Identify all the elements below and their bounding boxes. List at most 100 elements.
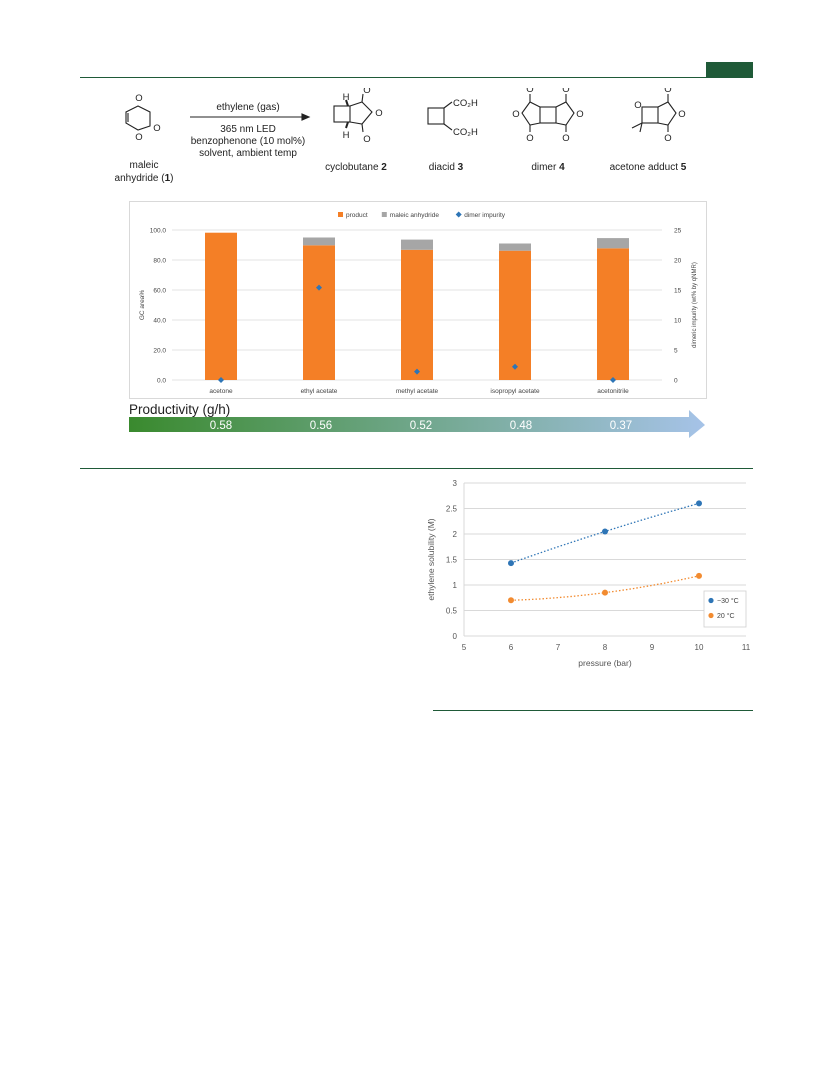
y2-tick-label: 0 bbox=[674, 378, 678, 385]
y2-tick-label: 15 bbox=[674, 288, 682, 295]
x-tick-label: 11 bbox=[742, 643, 751, 652]
acetone-adduct-structure bbox=[631, 94, 677, 133]
x-tick-label: isopropyl acetate bbox=[490, 388, 540, 395]
data-point bbox=[508, 597, 514, 604]
bar-product bbox=[303, 245, 335, 380]
atom-label: O bbox=[512, 109, 519, 120]
data-point bbox=[602, 589, 608, 596]
co2h-top: CO₂H bbox=[453, 98, 478, 109]
y2-tick-label: 20 bbox=[674, 258, 682, 265]
atom-label: O bbox=[678, 109, 685, 120]
x-tick-label: 9 bbox=[650, 643, 655, 652]
legend-box bbox=[703, 590, 747, 628]
figure-bottom-rule bbox=[433, 710, 753, 711]
marker-dimer-impurity bbox=[512, 363, 518, 370]
x-tick-label: 6 bbox=[509, 643, 514, 652]
legend-swatch bbox=[338, 212, 343, 217]
atom-label: O bbox=[664, 133, 671, 144]
section-rule bbox=[80, 468, 753, 469]
y2-tick-label: 5 bbox=[674, 348, 678, 355]
x-axis-title: pressure (bar) bbox=[578, 658, 632, 668]
legend-swatch bbox=[381, 212, 387, 217]
y-tick-label: 80.0 bbox=[153, 258, 166, 265]
atom-label: O bbox=[135, 93, 142, 104]
legend-marker bbox=[708, 612, 714, 619]
x-tick-label: 10 bbox=[695, 643, 704, 652]
atom-label: O bbox=[634, 100, 641, 111]
data-point bbox=[696, 500, 702, 507]
y-tick-label: 40.0 bbox=[153, 318, 166, 325]
diacid-structure bbox=[427, 101, 453, 131]
y-tick-label: 1.5 bbox=[446, 556, 458, 565]
condition-2: benzophenone (10 mol%) bbox=[191, 136, 306, 147]
atom-label: O bbox=[135, 132, 142, 143]
x-tick-label: methyl acetate bbox=[396, 388, 439, 395]
productivity-value: 0.56 bbox=[310, 420, 332, 432]
y-tick-label: 0.5 bbox=[446, 607, 458, 616]
y-tick-label: 0 bbox=[453, 632, 458, 641]
atom-label: O bbox=[576, 109, 583, 120]
reagent-label: ethylene (gas) bbox=[216, 102, 279, 113]
y2-axis-title: dimeric impurity (wt% by qNMR) bbox=[692, 262, 698, 348]
y-axis-title: GC area% bbox=[139, 290, 146, 321]
legend-marker bbox=[708, 597, 714, 604]
productivity-title: Productivity (g/h) bbox=[129, 402, 231, 417]
y2-tick-label: 25 bbox=[674, 228, 682, 235]
legend-label: maleic anhydride bbox=[390, 212, 440, 219]
cyclobutane-structure bbox=[333, 93, 373, 133]
y-tick-label: 2.5 bbox=[446, 505, 458, 514]
condition-3: solvent, ambient temp bbox=[199, 148, 297, 159]
header-tab bbox=[706, 62, 753, 77]
x-tick-label: acetonitrile bbox=[597, 388, 629, 395]
y-axis-title: ethylene solubility (M) bbox=[426, 518, 436, 600]
productivity-value: 0.58 bbox=[210, 420, 232, 432]
solvent-screen-chart-svg: 0.0 20.0 40.0 60.0 80.0 100.0 0 5 10 15 20 25 GC are… bbox=[139, 211, 698, 395]
marker-dimer-impurity bbox=[316, 284, 322, 291]
marker-dimer-impurity bbox=[218, 377, 224, 383]
productivity-value: 0.48 bbox=[510, 420, 532, 432]
data-point bbox=[696, 572, 702, 579]
bar-maleic-anhydride bbox=[401, 239, 433, 250]
atom-label: O bbox=[526, 133, 533, 144]
data-point bbox=[602, 528, 608, 535]
atom-label: O bbox=[363, 88, 370, 96]
legend-label: product bbox=[346, 212, 368, 219]
y-tick-label: 2 bbox=[453, 530, 458, 539]
product2-label: cyclobutane 2 bbox=[325, 162, 387, 173]
atom-label: O bbox=[363, 134, 370, 145]
bar-maleic-anhydride bbox=[303, 237, 335, 246]
sm-label-line1: maleic bbox=[130, 160, 159, 171]
productivity-value: 0.37 bbox=[610, 420, 632, 432]
trendline bbox=[510, 575, 700, 601]
solvent-screen-chart: 0.0 20.0 40.0 60.0 80.0 100.0 0 5 10 15 20 25 GC are… bbox=[129, 201, 707, 399]
bar-product bbox=[499, 250, 531, 380]
productivity-arrow-shape bbox=[129, 410, 705, 438]
atom-label: O bbox=[562, 133, 569, 144]
reaction-scheme: O O O ethylene (gas) 365 nm LED benzophe… bbox=[115, 88, 687, 184]
x-tick-label: ethyl acetate bbox=[301, 388, 338, 395]
marker-dimer-impurity bbox=[414, 368, 420, 375]
product5-label: acetone adduct 5 bbox=[610, 162, 687, 173]
bar-product bbox=[205, 232, 237, 380]
data-point bbox=[508, 560, 514, 567]
co2h-bottom: CO₂H bbox=[453, 127, 478, 138]
bar-maleic-anhydride bbox=[499, 243, 531, 251]
atom-label: H bbox=[343, 92, 350, 103]
product3-label: diacid 3 bbox=[429, 162, 464, 173]
y2-tick-label: 10 bbox=[674, 318, 682, 325]
atom-label: O bbox=[526, 88, 533, 95]
sm-label-line2: anhydride (1) bbox=[115, 173, 174, 184]
atom-label: O bbox=[375, 108, 382, 119]
productivity-value: 0.52 bbox=[410, 420, 432, 432]
condition-1: 365 nm LED bbox=[220, 124, 276, 135]
marker-dimer-impurity bbox=[610, 377, 616, 383]
y-tick-label: 0.0 bbox=[157, 378, 166, 385]
legend-label: 20 °C bbox=[717, 612, 735, 620]
bar-product bbox=[401, 249, 433, 380]
legend-swatch bbox=[455, 211, 462, 218]
bar-product bbox=[597, 248, 629, 380]
bar-maleic-anhydride bbox=[597, 238, 629, 249]
y-tick-label: 3 bbox=[453, 479, 458, 488]
product4-label: dimer 4 bbox=[531, 162, 565, 173]
y-tick-label: 1 bbox=[453, 581, 458, 590]
